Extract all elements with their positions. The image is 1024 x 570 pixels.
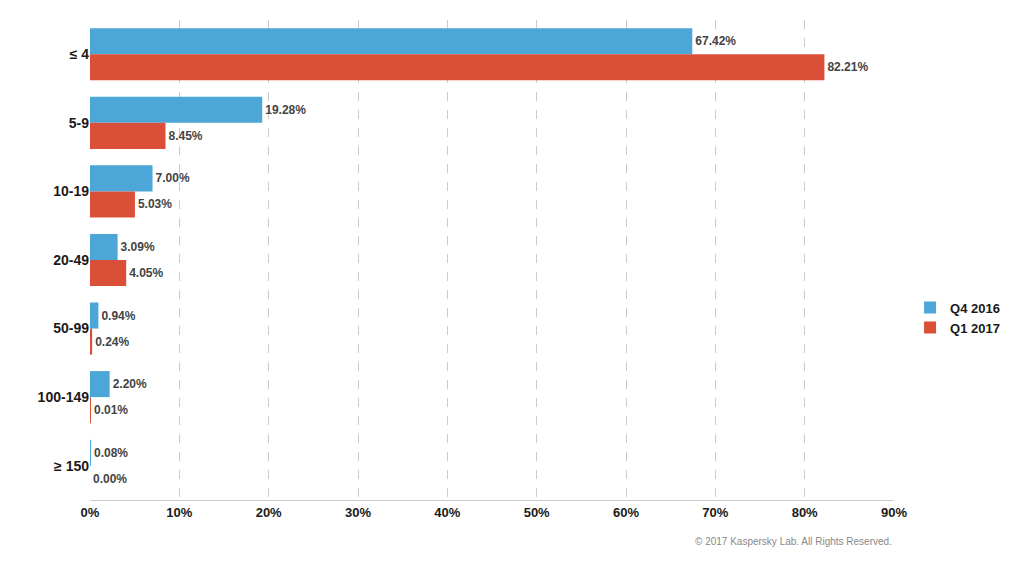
svg-text:20-49: 20-49 xyxy=(53,252,89,268)
svg-text:67.42%: 67.42% xyxy=(695,34,736,48)
svg-text:2.20%: 2.20% xyxy=(113,377,147,391)
svg-text:19.28%: 19.28% xyxy=(265,103,306,117)
svg-text:Q4 2016: Q4 2016 xyxy=(950,301,1000,316)
svg-text:7.00%: 7.00% xyxy=(156,171,190,185)
svg-text:8.45%: 8.45% xyxy=(168,129,202,143)
svg-text:© 2017 Kaspersky Lab. All Righ: © 2017 Kaspersky Lab. All Rights Reserve… xyxy=(695,536,892,547)
svg-text:≥ 150: ≥ 150 xyxy=(54,458,89,474)
svg-text:50%: 50% xyxy=(524,505,550,520)
svg-text:0.00%: 0.00% xyxy=(93,472,127,486)
svg-text:20%: 20% xyxy=(256,505,282,520)
svg-text:4.05%: 4.05% xyxy=(129,266,163,280)
svg-text:30%: 30% xyxy=(345,505,371,520)
svg-text:50-99: 50-99 xyxy=(53,320,89,336)
svg-text:Q1 2017: Q1 2017 xyxy=(950,321,1000,336)
svg-text:0.94%: 0.94% xyxy=(101,309,135,323)
svg-text:5-9: 5-9 xyxy=(69,115,89,131)
svg-text:80%: 80% xyxy=(792,505,818,520)
svg-text:60%: 60% xyxy=(613,505,639,520)
svg-text:90%: 90% xyxy=(881,505,907,520)
svg-text:40%: 40% xyxy=(434,505,460,520)
svg-text:82.21%: 82.21% xyxy=(827,60,868,74)
svg-text:3.09%: 3.09% xyxy=(121,240,155,254)
svg-text:5.03%: 5.03% xyxy=(138,197,172,211)
svg-text:0.01%: 0.01% xyxy=(94,403,128,417)
svg-text:0%: 0% xyxy=(81,505,100,520)
svg-text:≤ 4: ≤ 4 xyxy=(70,46,90,62)
svg-text:100-149: 100-149 xyxy=(38,389,90,405)
svg-text:70%: 70% xyxy=(702,505,728,520)
svg-text:0.24%: 0.24% xyxy=(95,335,129,349)
svg-text:10%: 10% xyxy=(166,505,192,520)
svg-text:0.08%: 0.08% xyxy=(94,446,128,460)
svg-text:10-19: 10-19 xyxy=(53,183,89,199)
